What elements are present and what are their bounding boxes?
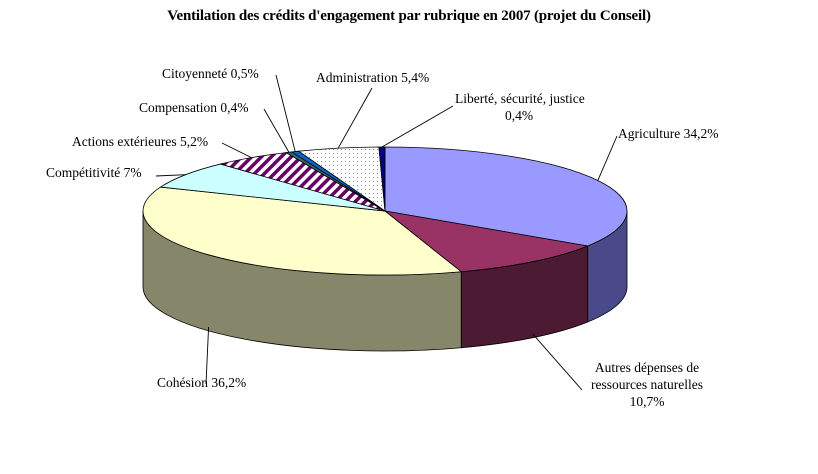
- leader-line-liberte-securite-justice: [381, 105, 454, 148]
- slice-label-autres-depenses-de-ressources-naturelles: Autres dépenses de ressources naturelles 1…: [591, 360, 703, 409]
- leader-line-actions-exterieures: [221, 142, 252, 159]
- slice-label-administration: Administration 5,4%: [316, 70, 429, 85]
- leader-line-competitivite: [155, 174, 186, 177]
- slice-label-actions-exterieures: Actions extérieures 5,2%: [72, 134, 208, 149]
- leader-line-cohesion: [205, 326, 210, 385]
- chart-title: Ventilation des crédits d'engagement par…: [167, 8, 651, 24]
- leader-line-autres-depenses-de-ressources-naturelles: [532, 333, 583, 391]
- pie-slice-autres-depenses-de-ressources-naturelles: [384, 210, 590, 273]
- slice-label-compensation: Compensation 0,4%: [139, 100, 249, 115]
- slice-label-citoyennete: Citoyenneté 0,5%: [162, 66, 259, 81]
- leader-line-administration: [337, 87, 373, 149]
- slice-label-competitivite: Compétitivité 7%: [46, 165, 142, 180]
- slice-label-agriculture: Agriculture 34,2%: [618, 126, 718, 141]
- slice-label-liberte-securite-justice: Liberté, sécurité, justice 0,4%: [455, 91, 585, 123]
- pie-slice-competitivite: [159, 163, 386, 212]
- pie-slice-cohesion: [142, 186, 463, 276]
- leader-line-agriculture: [597, 135, 618, 181]
- slice-label-cohesion: Cohésion 36,2%: [157, 375, 246, 390]
- leader-line-compensation: [263, 108, 290, 153]
- leader-line-citoyennete: [275, 74, 296, 152]
